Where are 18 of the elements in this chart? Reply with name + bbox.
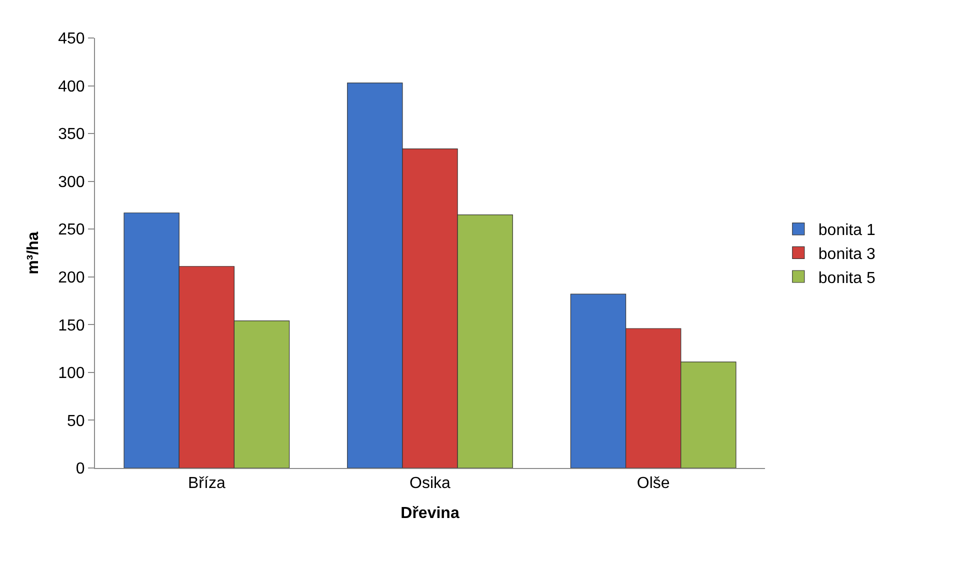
x-axis-title: Dřevina	[400, 504, 460, 522]
y-tick-label: 400	[58, 78, 85, 96]
y-tick-label: 450	[58, 30, 85, 48]
legend-label: bonita 3	[818, 246, 876, 263]
y-tick-label: 300	[58, 174, 85, 191]
y-tick-label: 200	[58, 269, 85, 286]
y-axis-title: m³/ha	[24, 232, 42, 274]
y-tick-label: 0	[76, 460, 85, 478]
legend-label: bonita 1	[818, 222, 876, 240]
legend-label: bonita 5	[818, 270, 876, 287]
y-tick-label: 250	[58, 222, 85, 239]
x-tick-label: Olše	[636, 475, 670, 492]
y-tick-label: 100	[58, 365, 85, 382]
x-tick-label: Bříza	[188, 475, 226, 492]
y-tick-label: 150	[58, 317, 85, 334]
y-tick-label: 350	[58, 126, 85, 144]
x-tick-label: Osika	[410, 475, 451, 492]
y-tick-label: 50	[67, 412, 85, 430]
